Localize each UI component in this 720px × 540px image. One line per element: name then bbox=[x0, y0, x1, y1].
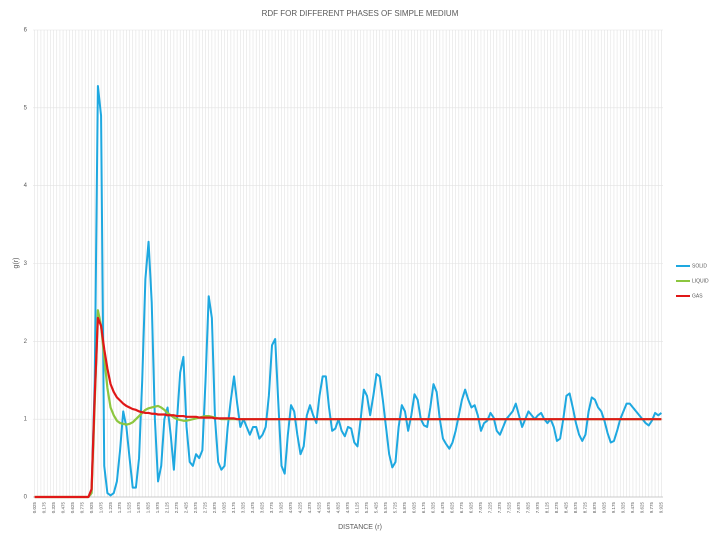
y-tick-label: 0 bbox=[24, 495, 28, 501]
x-tick-label: 4.075 bbox=[288, 502, 293, 514]
x-tick-label: 4.975 bbox=[345, 502, 350, 514]
x-tick-label: 7.825 bbox=[526, 502, 531, 514]
x-tick-label: 2.425 bbox=[184, 502, 189, 514]
x-tick-label: 2.275 bbox=[174, 502, 179, 514]
x-tick-label: 7.525 bbox=[507, 502, 512, 514]
y-tick-label: 5 bbox=[24, 105, 28, 111]
x-tick-label: 7.975 bbox=[535, 502, 540, 514]
x-tick-label: 4.525 bbox=[317, 502, 322, 514]
x-tick-label: 3.925 bbox=[279, 502, 284, 514]
series-line bbox=[34, 316, 662, 499]
x-tick-label: 3.025 bbox=[222, 502, 227, 514]
x-tick-label: 6.775 bbox=[459, 502, 464, 514]
x-tick-label: 9.325 bbox=[621, 502, 626, 514]
x-tick-label: 8.125 bbox=[545, 502, 550, 514]
x-tick-label: 5.575 bbox=[383, 502, 388, 514]
x-tick-label: 7.075 bbox=[478, 502, 483, 514]
x-tick-label: 1.975 bbox=[155, 502, 160, 514]
legend-label: SOLID bbox=[692, 263, 707, 269]
x-tick-label: 7.225 bbox=[488, 502, 493, 514]
x-tick-label: 5.425 bbox=[374, 502, 379, 514]
x-tick-label: 6.625 bbox=[450, 502, 455, 514]
x-tick-label: 0.175 bbox=[41, 502, 46, 514]
x-tick-label: 5.125 bbox=[355, 502, 360, 514]
x-tick-label: 2.875 bbox=[212, 502, 217, 514]
x-tick-label: 4.825 bbox=[336, 502, 341, 514]
y-tick-label: 3 bbox=[24, 261, 28, 267]
x-axis-label: DISTANCE (r) bbox=[338, 524, 382, 531]
x-tick-label: 6.025 bbox=[412, 502, 417, 514]
x-tick-label: 1.375 bbox=[117, 502, 122, 514]
x-tick-label: 0.625 bbox=[70, 502, 75, 514]
x-tick-label: 7.675 bbox=[516, 502, 521, 514]
x-tick-label: 1.075 bbox=[98, 502, 103, 514]
x-tick-label: 7.375 bbox=[497, 502, 502, 514]
y-tick-label: 6 bbox=[24, 28, 28, 34]
x-tick-label: 6.925 bbox=[469, 502, 474, 514]
x-tick-label: 3.325 bbox=[241, 502, 246, 514]
y-tick-label: 4 bbox=[24, 183, 28, 189]
x-tick-label: 2.725 bbox=[203, 502, 208, 514]
x-tick-label: 0.475 bbox=[60, 502, 65, 514]
x-tick-label: 9.025 bbox=[602, 502, 607, 514]
x-tick-label: 8.425 bbox=[564, 502, 569, 514]
chart-title: RDF FOR DIFFERENT PHASES OF SIMPLE MEDIU… bbox=[262, 9, 459, 18]
x-tick-label: 3.775 bbox=[269, 502, 274, 514]
x-tick-label: 3.175 bbox=[231, 502, 236, 514]
x-tick-label: 4.375 bbox=[307, 502, 312, 514]
x-tick-label: 5.875 bbox=[402, 502, 407, 514]
x-tick-label: 1.225 bbox=[108, 502, 113, 514]
y-tick-label: 1 bbox=[24, 417, 28, 423]
x-tick-label: 1.675 bbox=[136, 502, 141, 514]
x-tick-label: 8.725 bbox=[583, 502, 588, 514]
x-tick-label: 9.775 bbox=[649, 502, 654, 514]
x-tick-label: 6.175 bbox=[421, 502, 426, 514]
legend-label: GAS bbox=[692, 293, 703, 299]
x-tick-label: 2.125 bbox=[165, 502, 170, 514]
x-tick-label: 3.625 bbox=[260, 502, 265, 514]
x-tick-label: 6.475 bbox=[440, 502, 445, 514]
x-tick-label: 1.525 bbox=[127, 502, 132, 514]
x-tick-label: 9.475 bbox=[630, 502, 635, 514]
x-tick-label: 9.175 bbox=[611, 502, 616, 514]
x-tick-label: 0.925 bbox=[89, 502, 94, 514]
x-tick-label: 8.875 bbox=[592, 502, 597, 514]
x-tick-label: 0.025 bbox=[32, 502, 37, 514]
x-tick-label: 5.275 bbox=[364, 502, 369, 514]
x-tick-label: 6.325 bbox=[431, 502, 436, 514]
x-tick-label: 4.675 bbox=[326, 502, 331, 514]
x-tick-label: 5.725 bbox=[393, 502, 398, 514]
x-tick-label: 1.825 bbox=[146, 502, 151, 514]
x-tick-label: 8.275 bbox=[554, 502, 559, 514]
x-tick-label: 9.925 bbox=[659, 502, 664, 514]
x-tick-label: 0.325 bbox=[51, 502, 56, 514]
x-tick-label: 9.625 bbox=[640, 502, 645, 514]
series-line bbox=[34, 85, 663, 498]
x-tick-label: 8.575 bbox=[573, 502, 578, 514]
y-tick-label: 2 bbox=[24, 339, 28, 345]
x-tick-label: 2.575 bbox=[193, 502, 198, 514]
x-tick-label: 3.475 bbox=[250, 502, 255, 514]
y-axis-label: g(r) bbox=[13, 258, 20, 269]
x-tick-label: 4.225 bbox=[298, 502, 303, 514]
legend-label: LIQUID bbox=[692, 278, 709, 284]
x-tick-label: 0.775 bbox=[79, 502, 84, 514]
